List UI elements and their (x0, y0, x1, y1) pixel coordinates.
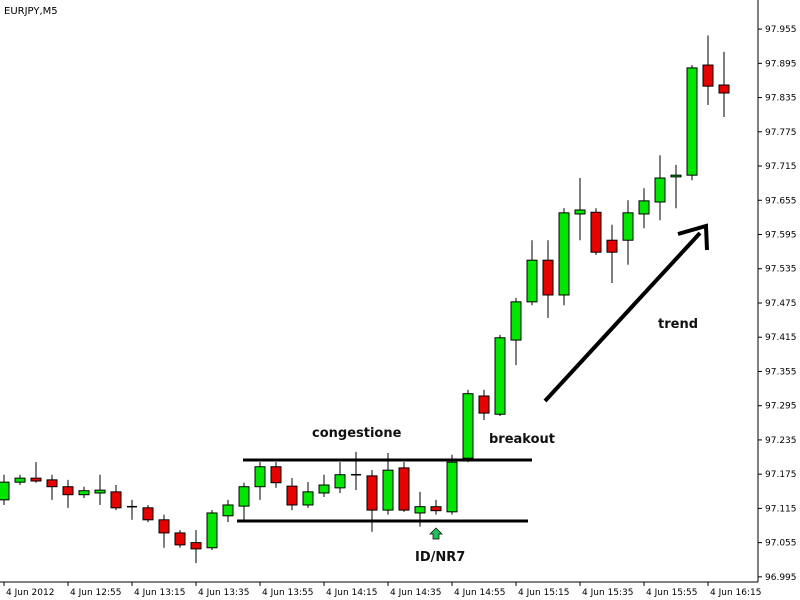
y-tick-label: 96.995 (765, 573, 797, 583)
candle-body (110, 491, 122, 509)
trend-arrow (543, 231, 702, 403)
x-tick-label: 4 Jun 13:55 (262, 588, 313, 598)
y-tick-label: 97.295 (765, 402, 797, 412)
candle-body (398, 467, 410, 511)
candle-body (206, 512, 218, 549)
candle-body (718, 84, 730, 94)
y-tick-label: 97.595 (765, 231, 797, 241)
candle-body (622, 212, 634, 241)
candle-body (494, 337, 506, 415)
x-tick-label: 4 Jun 14:55 (454, 588, 505, 598)
x-tick-label: 4 Jun 12:55 (70, 588, 121, 598)
candle-body (590, 211, 602, 253)
candle-body (606, 239, 618, 253)
candle-body (222, 504, 234, 517)
y-tick-label: 97.535 (765, 265, 797, 275)
candle-body (14, 477, 26, 483)
candle-body (382, 469, 394, 511)
y-tick-label: 97.355 (765, 367, 797, 377)
candle-body (654, 177, 666, 203)
candle-body (702, 64, 714, 87)
candle-body (430, 506, 442, 512)
candle-body (670, 174, 682, 178)
candle-body (574, 209, 586, 215)
y-tick-label: 97.055 (765, 539, 797, 549)
y-tick-label: 97.415 (765, 333, 797, 343)
candle-body (334, 474, 346, 489)
x-tick-label: 4 Jun 14:15 (326, 588, 377, 598)
y-tick-label: 97.715 (765, 162, 797, 172)
candle-body (302, 491, 314, 506)
x-tick-label: 4 Jun 13:15 (134, 588, 185, 598)
x-tick-label: 4 Jun 15:35 (582, 588, 633, 598)
candle-body (270, 466, 282, 484)
y-tick-label: 97.175 (765, 470, 797, 480)
annotation: breakout (489, 432, 555, 447)
candle-body (686, 67, 698, 176)
candle-body (318, 484, 330, 494)
candle-body (94, 489, 106, 494)
candle-body (366, 475, 378, 511)
annotation: trend (658, 317, 698, 332)
candle-body (254, 466, 266, 488)
candle-body (542, 259, 554, 296)
marker-arrow (429, 527, 443, 540)
candle-body (190, 542, 202, 550)
y-tick-label: 97.835 (765, 94, 797, 104)
annotation: ID/NR7 (415, 550, 465, 565)
candle-body (78, 490, 90, 496)
x-tick-label: 4 Jun 14:35 (390, 588, 441, 598)
trend-arrow-head (677, 223, 709, 251)
candle-body (510, 301, 522, 341)
x-tick-label: 4 Jun 13:35 (198, 588, 249, 598)
candle-body (446, 461, 458, 513)
candle-body (238, 486, 250, 507)
candle-body (142, 507, 154, 521)
candle-body (526, 259, 538, 303)
candle-body (174, 532, 186, 546)
candle-body (30, 477, 42, 482)
y-tick-label: 97.895 (765, 59, 797, 69)
candle-body (286, 485, 298, 506)
candle-body (0, 481, 10, 501)
x-tick-label: 4 Jun 2012 (6, 588, 54, 598)
candle-body (158, 519, 170, 534)
y-tick-label: 97.235 (765, 436, 797, 446)
y-tick-label: 97.955 (765, 25, 797, 35)
x-tick-label: 4 Jun 15:55 (646, 588, 697, 598)
x-tick-label: 4 Jun 15:15 (518, 588, 569, 598)
plot-area (0, 35, 730, 564)
candle-body (46, 479, 58, 488)
y-tick-label: 97.775 (765, 128, 797, 138)
chart-title: EURJPY,M5 (4, 6, 58, 17)
candle-body (558, 212, 570, 296)
candle-body (638, 200, 650, 215)
y-tick-label: 97.475 (765, 299, 797, 309)
y-tick-label: 97.655 (765, 196, 797, 206)
candle-body (414, 506, 426, 514)
candle-body (478, 395, 490, 414)
y-tick-label: 97.115 (765, 504, 797, 514)
candle-body (62, 486, 74, 496)
x-tick-label: 4 Jun 16:15 (710, 588, 761, 598)
candle-body (462, 393, 474, 459)
annotation: congestione (312, 426, 402, 441)
